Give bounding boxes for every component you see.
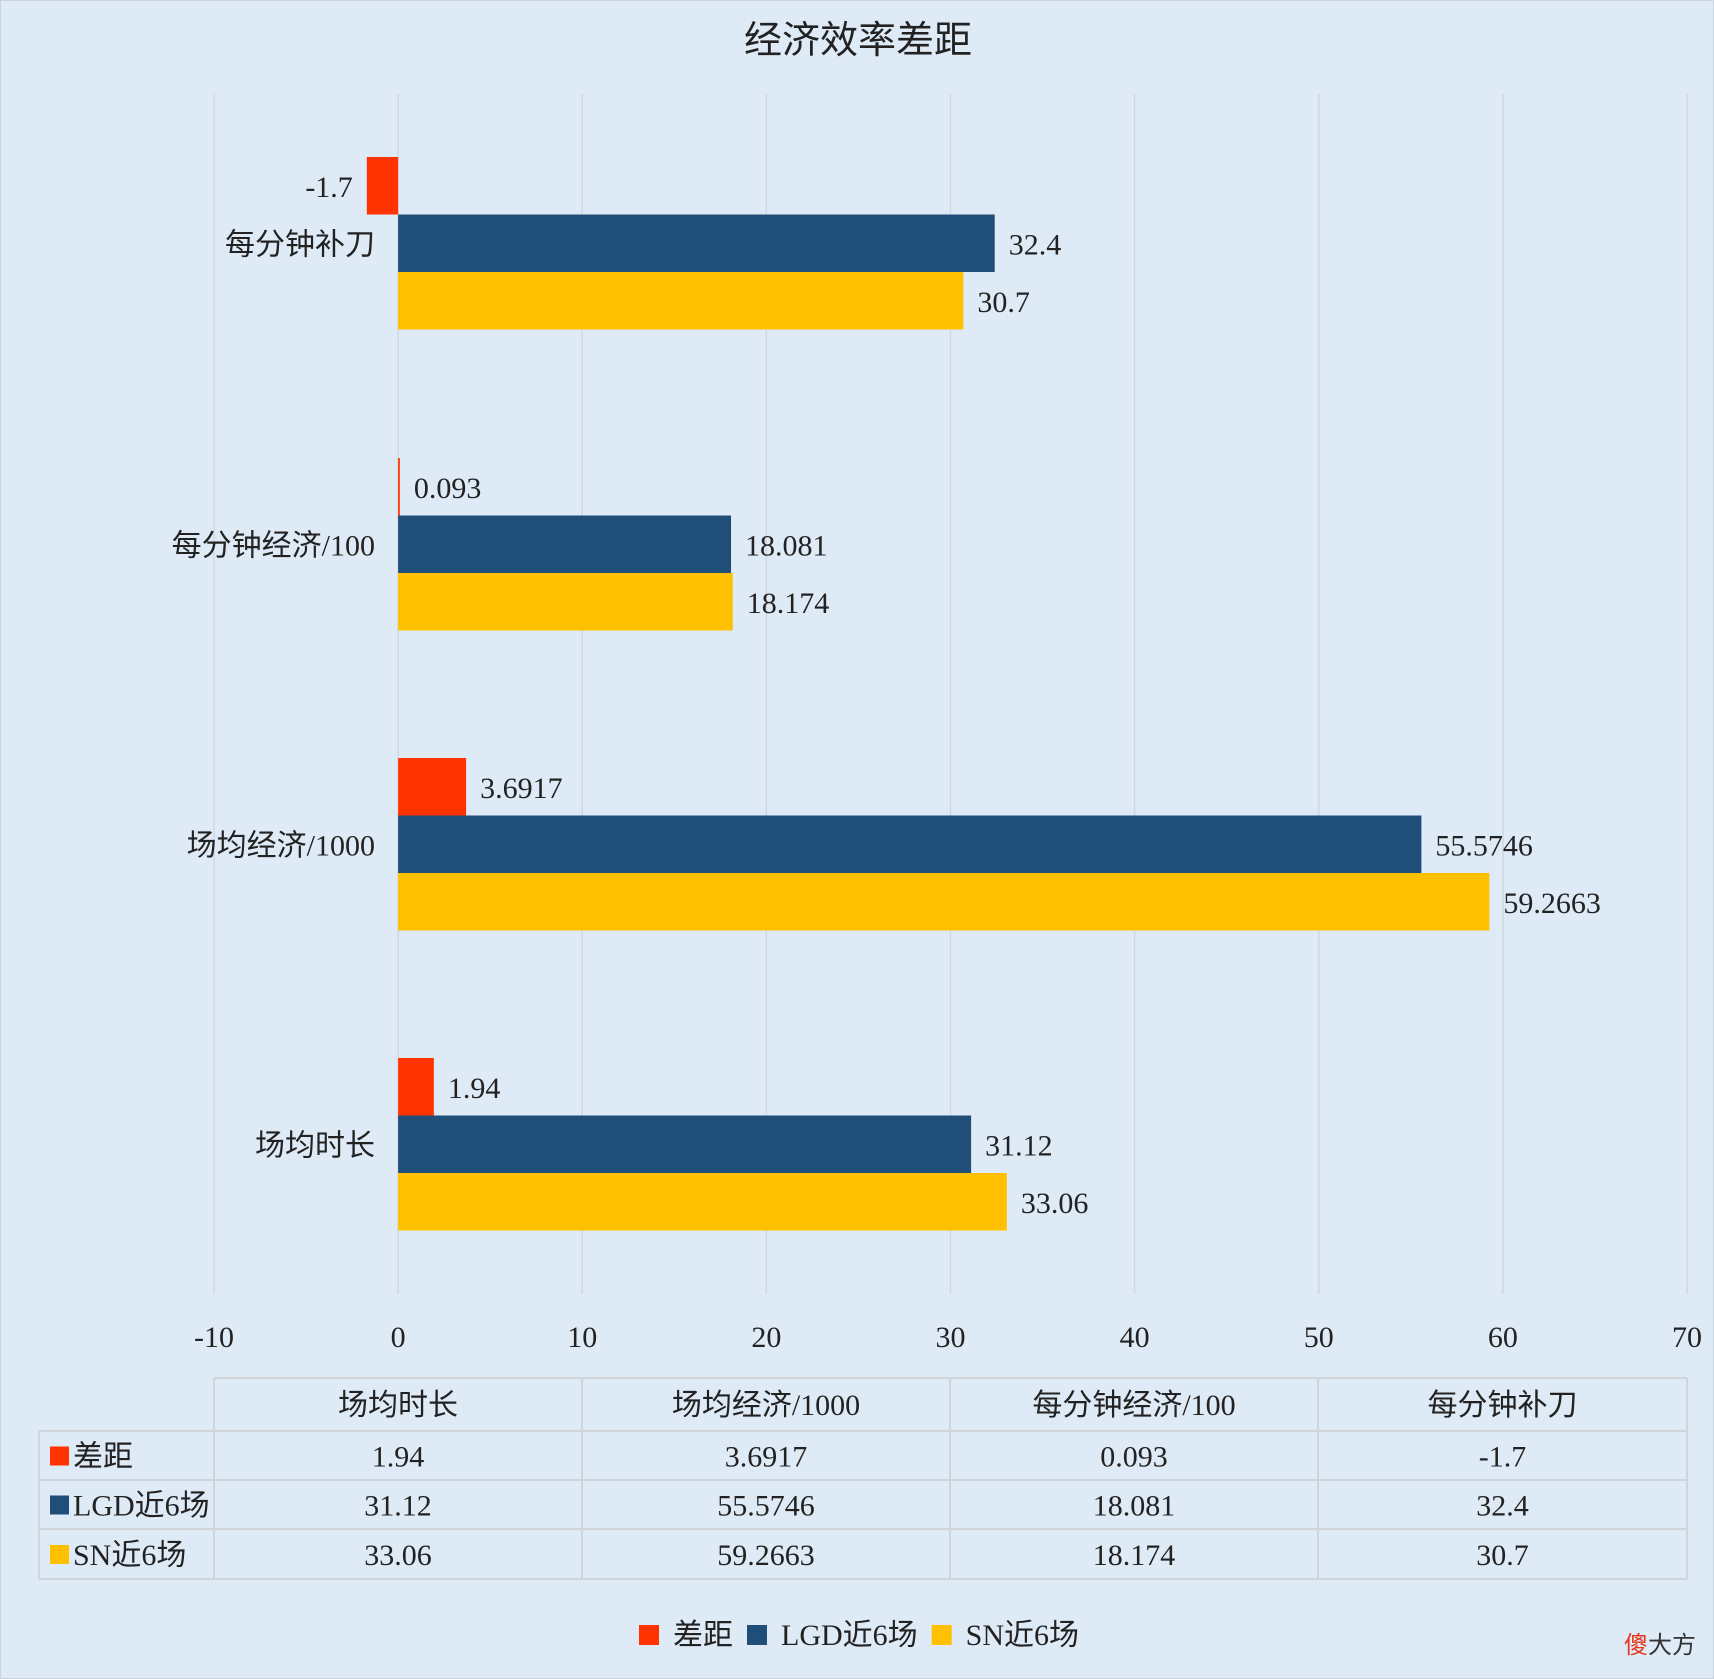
legend-key xyxy=(747,1625,767,1645)
table-cell: 18.174 xyxy=(1093,1539,1176,1572)
x-tick-label: 60 xyxy=(1488,1321,1518,1354)
x-tick-label: 30 xyxy=(936,1321,966,1354)
table-cell: -1.7 xyxy=(1479,1441,1527,1474)
table-cell: 3.6917 xyxy=(725,1441,808,1474)
data-label: -1.7 xyxy=(305,171,353,204)
table-cell: 32.4 xyxy=(1476,1490,1529,1523)
data-label: 0.093 xyxy=(414,472,482,505)
bar-差距 xyxy=(398,758,467,816)
watermark-red: 傻 xyxy=(1624,1631,1648,1659)
table-legend-key xyxy=(50,1495,69,1515)
category-label: 场均时长 xyxy=(255,1129,375,1162)
table-cell: 55.5746 xyxy=(717,1490,815,1523)
bar-SN近6场 xyxy=(398,1173,1007,1231)
table-cell: 1.94 xyxy=(372,1441,425,1474)
category-label: 场均经济/1000 xyxy=(187,829,375,862)
table-header: 场均时长 xyxy=(338,1389,458,1422)
x-tick-label: 50 xyxy=(1304,1321,1334,1354)
table-cell: 30.7 xyxy=(1476,1539,1529,1572)
category-label: 每分钟经济/100 xyxy=(172,529,375,562)
table-row-label: LGD近6场 xyxy=(73,1490,210,1523)
table-row-label: 差距 xyxy=(73,1441,133,1474)
legend-label: 差距 xyxy=(673,1619,733,1652)
table-header: 每分钟经济/100 xyxy=(1032,1389,1235,1422)
data-label: 59.2663 xyxy=(1503,887,1601,920)
data-label: 3.6917 xyxy=(480,772,562,805)
x-tick-label: 10 xyxy=(567,1321,597,1354)
x-tick-label: 70 xyxy=(1672,1321,1702,1354)
table-header: 每分钟补刀 xyxy=(1428,1389,1578,1422)
chart-title: 经济效率差距 xyxy=(744,20,972,62)
category-label: 每分钟补刀 xyxy=(225,228,375,261)
data-label: 55.5746 xyxy=(1435,829,1533,862)
table-legend-key xyxy=(50,1545,69,1564)
bar-LGD近6场 xyxy=(398,815,1422,873)
bar-SN近6场 xyxy=(398,873,1490,931)
x-tick-label: 40 xyxy=(1120,1321,1150,1354)
bar-SN近6场 xyxy=(398,272,964,330)
data-label: 31.12 xyxy=(985,1129,1053,1162)
table-cell: 18.081 xyxy=(1093,1490,1176,1523)
bar-LGD近6场 xyxy=(398,1115,972,1173)
table-cell: 59.2663 xyxy=(717,1539,815,1572)
legend-label: SN近6场 xyxy=(966,1619,1079,1652)
legend-key xyxy=(639,1625,659,1645)
table-cell: 31.12 xyxy=(364,1490,432,1523)
watermark-text: 大方 xyxy=(1648,1631,1696,1659)
table-legend-key xyxy=(50,1446,69,1466)
bar-差距 xyxy=(398,458,400,516)
data-label: 18.081 xyxy=(745,529,828,562)
table-cell: 0.093 xyxy=(1100,1441,1168,1474)
x-tick-label: 20 xyxy=(751,1321,781,1354)
legend-key xyxy=(931,1625,952,1645)
data-label: 32.4 xyxy=(1009,228,1061,261)
bar-差距 xyxy=(398,1058,434,1116)
x-tick-label: 0 xyxy=(391,1321,406,1354)
x-tick-label: -10 xyxy=(194,1321,234,1354)
bar-LGD近6场 xyxy=(398,515,732,573)
data-label: 30.7 xyxy=(977,286,1029,319)
bar-SN近6场 xyxy=(398,573,733,631)
data-label: 33.06 xyxy=(1021,1187,1089,1220)
table-cell: 33.06 xyxy=(364,1539,432,1572)
data-label: 18.174 xyxy=(747,587,830,620)
watermark: 傻大方 xyxy=(1624,1625,1696,1660)
table-header: 场均经济/1000 xyxy=(672,1389,860,1422)
bar-差距 xyxy=(366,157,399,215)
data-label: 1.94 xyxy=(448,1072,501,1105)
legend-label: LGD近6场 xyxy=(781,1619,918,1652)
bar-LGD近6场 xyxy=(398,214,995,272)
table-row-label: SN近6场 xyxy=(73,1539,186,1572)
